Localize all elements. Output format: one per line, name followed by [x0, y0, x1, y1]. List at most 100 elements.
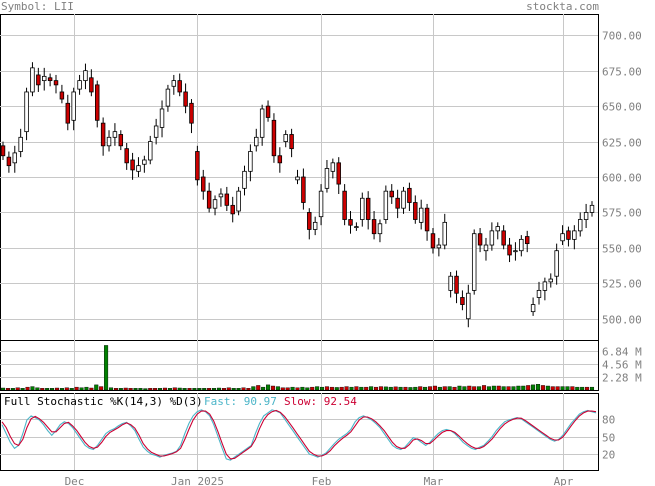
candle-body	[136, 165, 141, 172]
candle-body	[189, 102, 194, 124]
price-tick-label: 600.00	[602, 172, 642, 185]
candle-body	[536, 289, 542, 298]
volume-bar	[300, 386, 305, 391]
volume-bar	[104, 345, 109, 391]
candle-body	[489, 230, 495, 246]
volume-bar	[555, 386, 560, 391]
volume-bar	[585, 386, 590, 391]
candle-body	[542, 281, 548, 291]
volume-bar	[187, 388, 192, 391]
candle-body	[583, 212, 589, 220]
volume-bar	[20, 388, 25, 391]
volume-bar	[339, 386, 344, 391]
volume-bar	[354, 386, 359, 391]
candle-body	[354, 226, 359, 229]
candle-body	[572, 230, 577, 240]
candle-body	[401, 190, 406, 209]
x-tick-label: Jan 2025	[171, 475, 224, 486]
candle-body	[183, 91, 188, 107]
slow-label: Slow: 92.54	[284, 395, 357, 408]
volume-tick-label: 2.28 M	[602, 372, 642, 385]
candle-body	[336, 162, 341, 185]
candle-body	[471, 233, 477, 291]
candle-body	[301, 176, 306, 203]
volume-bar	[133, 388, 138, 391]
volume-bar	[462, 386, 467, 391]
candle-body	[124, 148, 129, 164]
candle-body	[289, 134, 294, 150]
volume-bar	[251, 386, 256, 391]
volume-bar	[393, 386, 398, 391]
candle-body	[230, 204, 235, 215]
candle-body	[524, 236, 530, 245]
candle-body	[466, 292, 471, 320]
candle-body	[330, 162, 336, 172]
volume-bar	[167, 388, 172, 391]
candle-body	[324, 168, 330, 189]
stochastic-panel-frame	[0, 393, 599, 471]
volume-bar	[207, 388, 212, 391]
candle-body	[577, 219, 583, 232]
volume-bar	[123, 387, 128, 391]
candle-body	[477, 233, 483, 246]
price-tick-label: 500.00	[602, 314, 642, 327]
candle-body	[507, 244, 512, 256]
stochastic-tick-label: 20	[602, 449, 615, 462]
volume-bar	[64, 387, 69, 391]
candle-body	[59, 91, 65, 100]
volume-bar	[437, 386, 442, 391]
volume-bar	[506, 386, 511, 391]
volume-bar	[374, 386, 379, 391]
volume-bar	[589, 386, 595, 391]
volume-tick-label: 6.84 M	[602, 346, 642, 359]
volume-panel-frame	[0, 340, 599, 391]
candle-body	[342, 190, 347, 220]
volume-bar	[315, 386, 320, 391]
volume-bar	[310, 386, 315, 391]
volume-bar	[177, 387, 182, 391]
candle-body	[548, 278, 553, 283]
volume-bar	[241, 387, 246, 391]
volume-bar	[221, 388, 226, 391]
volume-bar	[153, 388, 158, 391]
candle-body	[448, 275, 453, 291]
volume-bar	[545, 385, 550, 391]
volume-bar	[560, 386, 565, 391]
candle-body	[513, 250, 518, 253]
volume-bar	[575, 386, 580, 391]
candle-body	[18, 136, 23, 152]
candle-body	[100, 122, 106, 147]
candle-body	[589, 204, 595, 213]
candle-body	[224, 193, 230, 206]
price-tick-label: 650.00	[602, 101, 642, 114]
volume-bar	[246, 388, 251, 391]
volume-bar	[408, 387, 413, 391]
price-tick-label: 675.00	[602, 66, 642, 79]
fast-label: Fast: 90.97	[204, 395, 277, 408]
candle-body	[360, 197, 365, 220]
volume-bar	[197, 388, 202, 391]
site-label: stockta.com	[526, 0, 599, 13]
candle-body	[171, 80, 177, 87]
candle-body	[201, 176, 206, 192]
volume-bar	[305, 387, 310, 391]
candle-body	[206, 190, 212, 209]
volume-bar	[442, 386, 447, 391]
volume-bar	[74, 386, 79, 391]
volume-bar	[457, 385, 462, 391]
candle-body	[554, 250, 559, 277]
candle-body	[413, 202, 418, 220]
price-tick-label: 575.00	[602, 207, 642, 220]
x-tick-label: Apr	[554, 475, 574, 486]
volume-bar	[285, 387, 290, 391]
volume-bar	[526, 385, 531, 391]
volume-bar	[270, 385, 275, 391]
candle-body	[153, 125, 159, 138]
candle-body	[77, 80, 82, 90]
volume-bar	[182, 388, 187, 391]
candle-body	[71, 91, 76, 121]
candle-body	[460, 297, 465, 305]
price-tick-label: 625.00	[602, 137, 642, 150]
volume-bar	[275, 386, 280, 391]
volume-bar	[54, 387, 60, 391]
